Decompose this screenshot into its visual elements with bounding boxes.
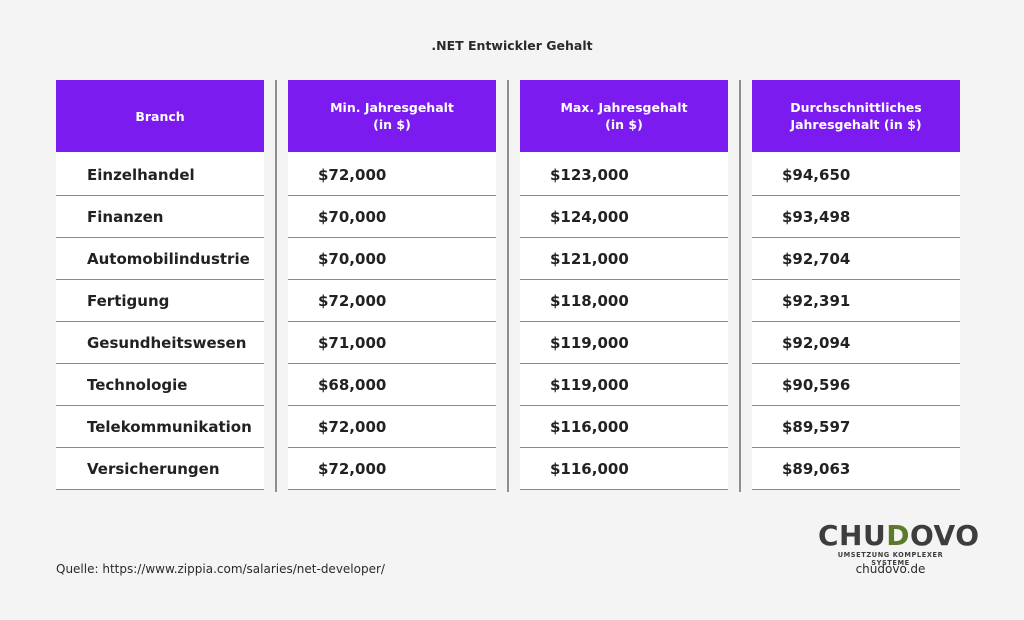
website-link[interactable]: chudovo.de [855,562,926,576]
salary-cell: $124,000 [520,196,728,238]
column-divider [507,80,509,492]
salary-cell: $92,704 [752,238,960,280]
salary-cell: $116,000 [520,406,728,448]
column-divider [739,80,741,492]
logo-tagline: UMSETZUNG KOMPLEXER SYSTEME [837,551,944,567]
salary-cell: $70,000 [288,238,496,280]
chudovo-logo: CHUDOVO UMSETZUNG KOMPLEXER SYSTEME [818,519,980,568]
branch-cell: Gesundheitswesen [56,322,264,364]
min-salary-column: Min. Jahresgehalt (in $) $72,000 $70,000 $7… [288,80,496,492]
salary-cell: $72,000 [288,154,496,196]
salary-cell: $116,000 [520,448,728,490]
source-citation: Quelle: https://www.zippia.com/salaries/… [56,562,385,576]
salary-cell: $72,000 [288,280,496,322]
salary-cell: $71,000 [288,322,496,364]
salary-cell: $119,000 [520,364,728,406]
column-header: Min. Jahresgehalt (in $) [288,80,496,152]
column-cells: $123,000 $124,000 $121,000 $118,000 $119,000… [520,152,728,490]
salary-cell: $70,000 [288,196,496,238]
salary-cell: $121,000 [520,238,728,280]
salary-cell: $72,000 [288,448,496,490]
branch-cell: Fertigung [56,280,264,322]
salary-cell: $89,063 [752,448,960,490]
salary-cell: $118,000 [520,280,728,322]
branch-cell: Versicherungen [56,448,264,490]
salary-cell: $92,094 [752,322,960,364]
salary-cell: $123,000 [520,154,728,196]
salary-cell: $90,596 [752,364,960,406]
max-salary-column: Max. Jahresgehalt (in $) $123,000 $124,000… [520,80,728,492]
salary-cell: $94,650 [752,154,960,196]
salary-cell: $119,000 [520,322,728,364]
logo-wordmark: CHUDOVO [818,519,980,552]
salary-cell: $93,498 [752,196,960,238]
avg-salary-column: Durchschnittliches Jahresgehalt (in $) $9… [752,80,960,492]
branch-cell: Technologie [56,364,264,406]
salary-cell: $89,597 [752,406,960,448]
logo-accent-letter: D [886,519,910,552]
branch-cell: Telekommunikation [56,406,264,448]
branch-cell: Finanzen [56,196,264,238]
salary-cell: $68,000 [288,364,496,406]
column-divider [275,80,277,492]
branch-column: Branch Einzelhandel Finanzen Automobilindus… [56,80,264,492]
column-header: Max. Jahresgehalt (in $) [520,80,728,152]
branch-cell: Automobilindustrie [56,238,264,280]
branch-cell: Einzelhandel [56,154,264,196]
column-header: Durchschnittliches Jahresgehalt (in $) [752,80,960,152]
salary-cell: $92,391 [752,280,960,322]
salary-cell: $72,000 [288,406,496,448]
column-cells: Einzelhandel Finanzen Automobilindustrie Fe… [56,152,264,490]
column-cells: $72,000 $70,000 $70,000 $72,000 $71,000 $68,0… [288,152,496,490]
column-cells: $94,650 $93,498 $92,704 $92,391 $92,094 $90,5… [752,152,960,490]
column-header: Branch [56,80,264,152]
page-title: .NET Entwickler Gehalt [431,38,593,53]
